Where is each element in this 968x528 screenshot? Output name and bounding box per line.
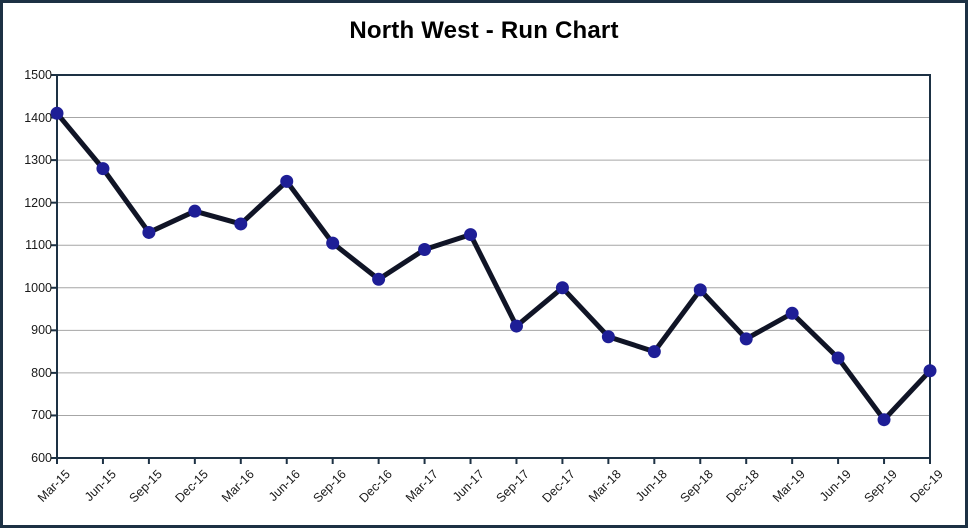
data-point-marker [326, 236, 340, 250]
data-point-marker [693, 283, 707, 297]
data-point-marker [555, 281, 569, 295]
data-point-marker [418, 242, 432, 256]
data-point-marker [234, 217, 248, 231]
y-axis-label: 1100 [25, 238, 52, 253]
data-point-marker [372, 272, 386, 286]
y-axis-label: 700 [31, 408, 52, 423]
run-chart-svg [50, 74, 937, 464]
y-axis-label: 1400 [24, 110, 52, 125]
y-axis-label: 900 [31, 323, 52, 338]
y-axis-label: 1500 [24, 68, 52, 82]
data-point-marker [142, 225, 156, 239]
data-point-marker [509, 319, 523, 333]
data-point-marker [647, 345, 661, 359]
data-point-marker [877, 413, 891, 427]
y-axis-label: 1200 [24, 195, 52, 210]
data-point-marker [923, 364, 937, 378]
series-line [54, 110, 933, 423]
data-point-marker [280, 174, 294, 188]
data-point-marker [464, 228, 478, 242]
data-point-marker [188, 204, 202, 218]
data-point-marker [831, 351, 845, 365]
chart-title: North West - Run Chart [349, 17, 619, 44]
data-point-marker [96, 162, 110, 176]
y-axis-label: 600 [31, 451, 52, 465]
plot-border [56, 74, 931, 459]
data-point-marker [601, 330, 615, 344]
data-point-marker [785, 306, 799, 320]
data-point-marker [739, 332, 753, 346]
data-point-marker [50, 106, 64, 120]
y-axis-label: 800 [31, 365, 52, 380]
y-axis-label: 1300 [24, 153, 52, 168]
y-axis-label: 1000 [24, 280, 52, 295]
